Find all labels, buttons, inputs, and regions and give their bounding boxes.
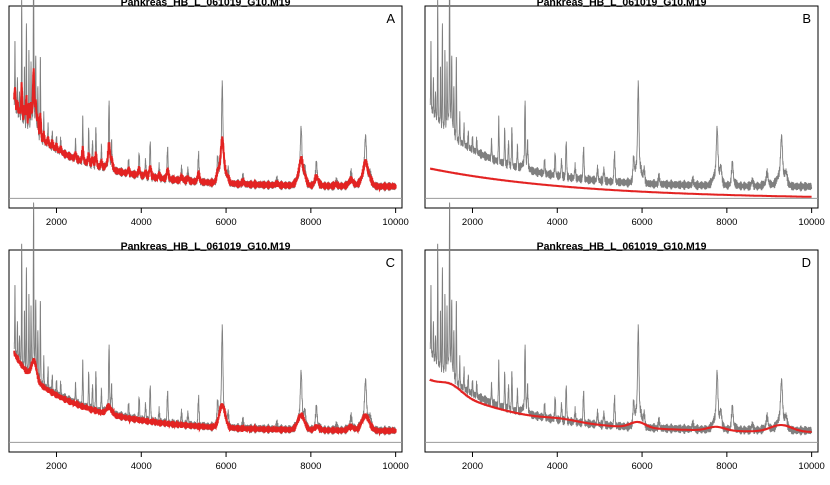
x-tick-label: 2000 [462, 217, 483, 228]
panel-label: B [802, 11, 811, 26]
plot-frame [424, 5, 819, 209]
panel-b: Pankreas_HB_L_061019_G10.M19 B 2000 4000 600… [424, 0, 825, 228]
panel-c: Pankreas_HB_L_061019_G10.M19 C 2000 4000 600… [8, 202, 409, 472]
x-tick-label: 2000 [46, 461, 67, 472]
overlay-line [429, 378, 812, 433]
x-tick-label: 10000 [798, 461, 824, 472]
x-tick-label: 6000 [215, 217, 236, 228]
x-tick-label: 4000 [547, 217, 568, 228]
x-tick-label: 8000 [300, 217, 321, 228]
x-tick-label: 6000 [215, 461, 236, 472]
x-tick-label: 2000 [462, 461, 483, 472]
x-tick-label: 8000 [716, 461, 737, 472]
x-tick-label: 10000 [382, 217, 408, 228]
plot-frame [424, 249, 819, 453]
x-tick-label: 8000 [716, 217, 737, 228]
plot-frame [8, 5, 403, 209]
panel-title: Pankreas_HB_L_061019_G10.M19 [537, 241, 707, 253]
x-tick-label: 4000 [131, 217, 152, 228]
x-tick-label: 4000 [547, 461, 568, 472]
panel-label: A [386, 11, 395, 26]
x-tick-label: 10000 [798, 217, 824, 228]
plot-frame [8, 249, 403, 453]
panel-label: C [386, 255, 395, 270]
raw-spectrum-line [429, 202, 813, 436]
x-tick-label: 10000 [382, 461, 408, 472]
panel-title: Pankreas_HB_L_061019_G10.M19 [537, 0, 707, 9]
overlay-line [13, 68, 397, 193]
panel-a: Pankreas_HB_L_061019_G10.M19 A 2000 4000 600… [8, 0, 409, 228]
overlay-line [429, 167, 812, 198]
x-tick-label: 4000 [131, 461, 152, 472]
x-tick-label: 8000 [300, 461, 321, 472]
x-tick-label: 6000 [631, 217, 652, 228]
panel-d: Pankreas_HB_L_061019_G10.M19 D 2000 4000 600… [424, 202, 825, 472]
x-tick-label: 2000 [46, 217, 67, 228]
x-tick-label: 6000 [631, 461, 652, 472]
panel-label: D [802, 255, 811, 270]
overlay-line [13, 350, 397, 437]
panel-title: Pankreas_HB_L_061019_G10.M19 [121, 0, 291, 9]
raw-spectrum-line [429, 0, 813, 192]
raw-spectrum-line [13, 0, 397, 192]
panel-title: Pankreas_HB_L_061019_G10.M19 [121, 241, 291, 253]
